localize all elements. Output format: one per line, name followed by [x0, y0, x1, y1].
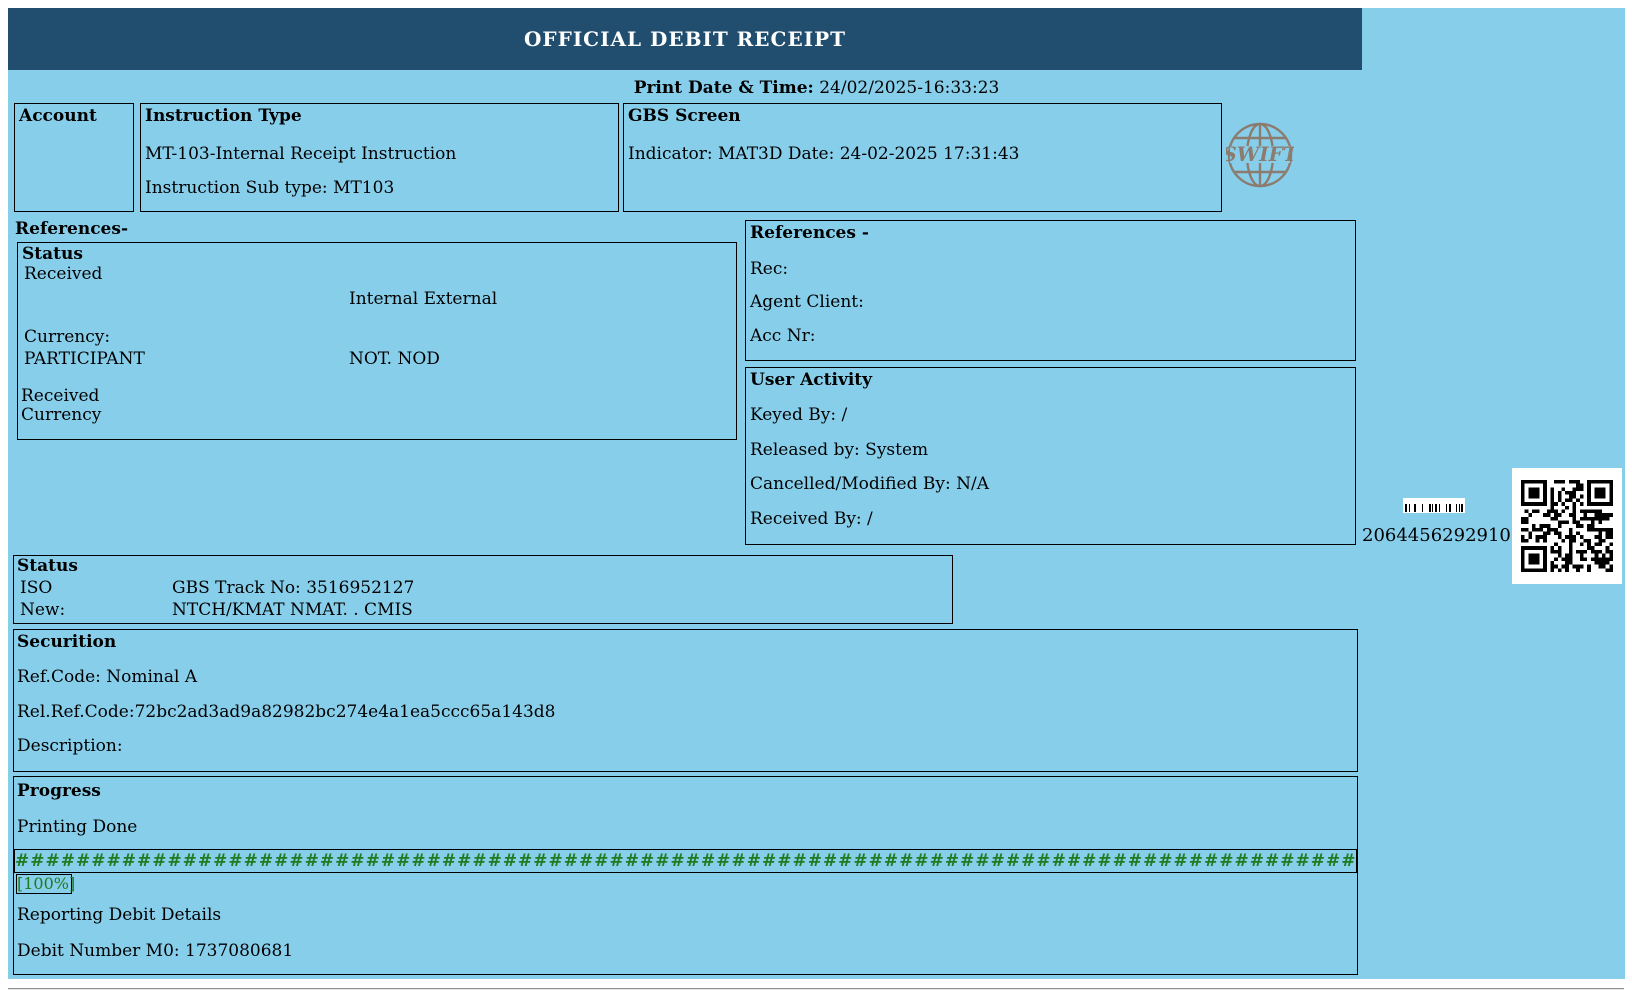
- progress-box: Progress Printing Done #################…: [13, 776, 1358, 975]
- securition-heading: Securition: [17, 632, 117, 652]
- progress-debit-number: Debit Number M0: 1737080681: [17, 941, 294, 961]
- status-received-2: Received: [21, 386, 100, 406]
- status-currency-label: Currency:: [24, 327, 111, 347]
- print-date-line: Print Date & Time: 24/02/2025-16:33:23: [8, 78, 1625, 98]
- page-title: OFFICIAL DEBIT RECEIPT: [8, 8, 1362, 70]
- securition-description: Description:: [17, 736, 123, 756]
- securition-ref-code: Ref.Code: Nominal A: [17, 667, 198, 687]
- status-iso-row2-label: New:: [20, 600, 66, 620]
- status-iso-row2-value: NTCH/KMAT NMAT. . CMIS: [172, 600, 413, 620]
- user-activity-box: User Activity Keyed By: / Released by: S…: [745, 367, 1356, 545]
- account-heading: Account: [19, 106, 97, 126]
- status-iso-row1-value: GBS Track No: 3516952127: [172, 578, 415, 598]
- instruction-line2: Instruction Sub type: MT103: [145, 178, 395, 198]
- user-activity-cancelled-by: Cancelled/Modified By: N/A: [750, 474, 989, 494]
- status-received: Received: [24, 264, 103, 284]
- instruction-type-box: Instruction Type MT-103-Internal Receipt…: [140, 103, 619, 212]
- print-date-label: Print Date & Time:: [633, 78, 814, 98]
- swift-logo-icon: SWIFT: [1222, 121, 1300, 189]
- instruction-line1: MT-103-Internal Receipt Instruction: [145, 144, 457, 164]
- references-rec: Rec:: [750, 259, 789, 279]
- gbs-screen-box: GBS Screen Indicator: MAT3D Date: 24-02-…: [623, 103, 1222, 212]
- bottom-divider: [8, 988, 1624, 990]
- gbs-screen-heading: GBS Screen: [628, 106, 741, 126]
- user-activity-heading: User Activity: [750, 370, 873, 390]
- references-right-heading: References -: [750, 223, 869, 243]
- securition-box: Securition Ref.Code: Nominal A Rel.Ref.C…: [13, 629, 1358, 772]
- gbs-indicator-line: Indicator: MAT3D Date: 24-02-2025 17:31:…: [628, 144, 1020, 164]
- progress-percent-badge: [100%]: [16, 874, 76, 894]
- references-left-heading: References-: [15, 219, 128, 239]
- barcode-number: 20644562929101: [1362, 525, 1523, 546]
- status-internal-external: Internal External: [349, 289, 498, 309]
- status-left-box: Status Received Internal External Curren…: [17, 242, 737, 440]
- user-activity-keyed-by: Keyed By: /: [750, 405, 848, 425]
- references-agent-client: Agent Client:: [750, 292, 864, 312]
- account-box: Account: [14, 103, 134, 212]
- status-participant: PARTICIPANT: [24, 349, 145, 369]
- references-right-box: References - Rec: Agent Client: Acc Nr:: [745, 220, 1356, 361]
- references-acc-nr: Acc Nr:: [750, 326, 816, 346]
- securition-rel-ref-code: Rel.Ref.Code:72bc2ad3ad9a82982bc274e4a1e…: [17, 702, 556, 722]
- status-iso-row1-label: ISO: [20, 578, 53, 598]
- barcode-icon: [1403, 498, 1465, 513]
- status-iso-box: Status ISO GBS Track No: 3516952127 New:…: [13, 555, 953, 624]
- instruction-type-heading: Instruction Type: [145, 106, 302, 126]
- qr-code: [1512, 468, 1622, 584]
- print-date-value: 24/02/2025-16:33:23: [819, 78, 1000, 98]
- progress-heading: Progress: [17, 781, 101, 801]
- progress-printing-done: Printing Done: [17, 817, 138, 837]
- status-left-heading: Status: [22, 244, 83, 264]
- status-not-nod: NOT. NOD: [349, 349, 440, 369]
- progress-hash-bar: ########################################…: [14, 849, 1357, 873]
- user-activity-released-by: Released by: System: [750, 440, 929, 460]
- progress-reporting: Reporting Debit Details: [17, 905, 222, 925]
- status-currency-2: Currency: [21, 405, 102, 425]
- swift-logo-text: SWIFT: [1226, 142, 1294, 166]
- status-iso-heading: Status: [17, 556, 78, 576]
- user-activity-received-by: Received By: /: [750, 509, 873, 529]
